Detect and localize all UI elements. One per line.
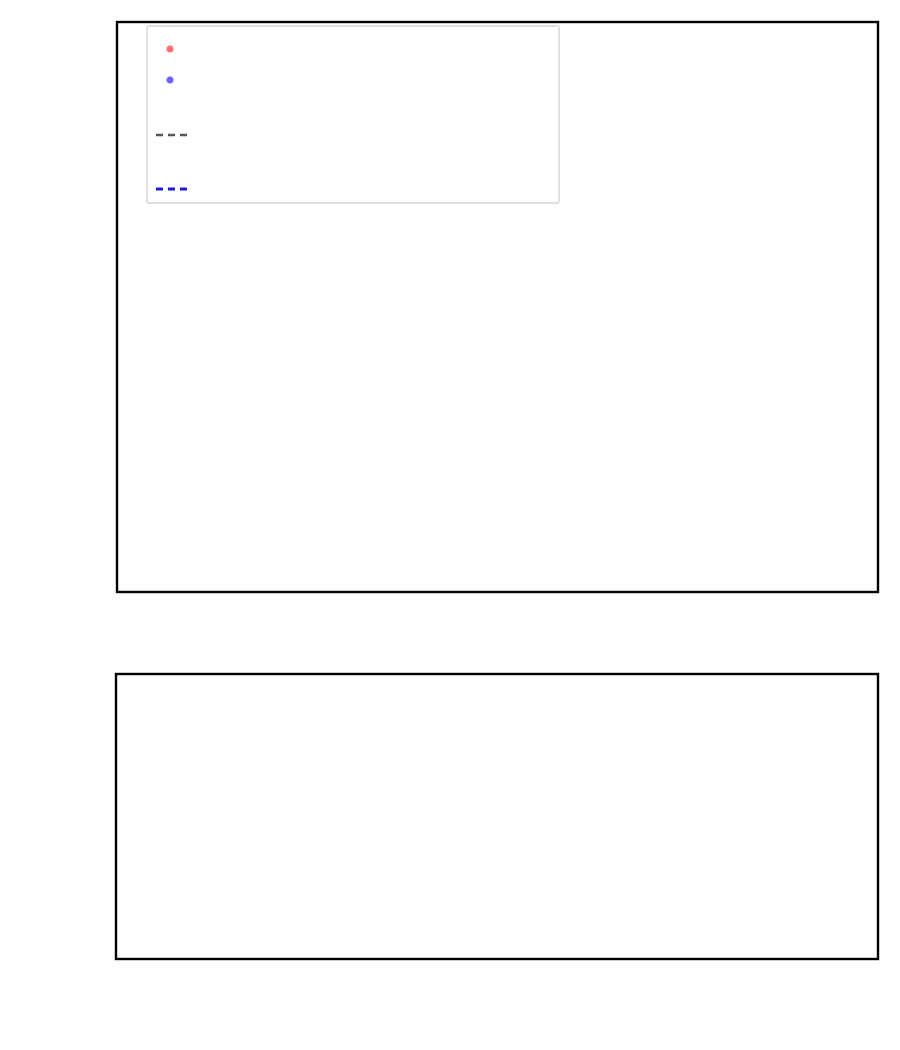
legend-entry-corrected — [166, 76, 174, 84]
legend-marker-raw-icon — [166, 45, 174, 53]
legend-entry-raw — [166, 45, 174, 53]
calibration-scatter-panel — [115, 20, 880, 594]
legend-marker-corrected-icon — [166, 76, 174, 84]
residuals-scatter-panel — [114, 672, 880, 961]
legend — [146, 25, 560, 204]
bottom-axes-frame — [114, 672, 880, 961]
legend-box — [146, 25, 560, 204]
top-axes-frame — [115, 20, 880, 594]
